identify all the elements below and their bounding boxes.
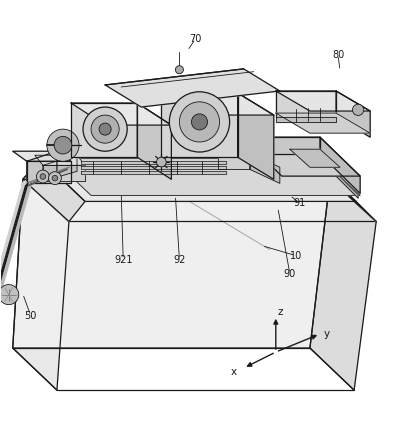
Circle shape [54, 136, 72, 154]
Polygon shape [13, 151, 71, 161]
Circle shape [48, 172, 61, 185]
Polygon shape [71, 103, 171, 125]
Polygon shape [27, 161, 71, 183]
Circle shape [353, 104, 364, 116]
Text: 10: 10 [290, 251, 302, 260]
Text: 90: 90 [284, 269, 296, 279]
Polygon shape [310, 179, 376, 390]
Circle shape [169, 92, 230, 152]
Polygon shape [276, 91, 370, 111]
Polygon shape [81, 161, 226, 164]
Polygon shape [276, 113, 370, 133]
Polygon shape [242, 137, 360, 176]
Polygon shape [276, 117, 336, 122]
Text: 40: 40 [45, 170, 57, 180]
Polygon shape [43, 155, 77, 181]
Polygon shape [27, 151, 57, 183]
Polygon shape [276, 91, 336, 117]
Text: 50: 50 [25, 311, 37, 321]
Circle shape [40, 174, 46, 179]
Polygon shape [242, 137, 320, 154]
Text: 20: 20 [109, 122, 121, 132]
Polygon shape [13, 179, 69, 390]
Polygon shape [49, 155, 318, 158]
Text: y: y [324, 329, 330, 339]
Polygon shape [320, 137, 360, 194]
Circle shape [36, 170, 49, 183]
Polygon shape [23, 159, 85, 222]
Polygon shape [290, 149, 340, 167]
Polygon shape [13, 179, 330, 348]
Text: z: z [277, 307, 283, 317]
Polygon shape [336, 91, 370, 137]
Text: 80: 80 [332, 50, 344, 60]
Text: 91: 91 [294, 198, 306, 208]
Circle shape [99, 123, 111, 135]
Circle shape [91, 115, 119, 143]
Polygon shape [61, 149, 326, 153]
Polygon shape [310, 159, 376, 222]
Polygon shape [137, 103, 171, 179]
Circle shape [175, 66, 183, 74]
Text: 30: 30 [41, 152, 53, 162]
Polygon shape [23, 179, 376, 222]
Polygon shape [35, 155, 85, 165]
Polygon shape [105, 69, 280, 107]
Polygon shape [41, 159, 356, 202]
Polygon shape [318, 155, 358, 198]
Circle shape [191, 114, 208, 130]
Text: 70: 70 [189, 34, 202, 44]
Text: x: x [231, 367, 237, 377]
Polygon shape [218, 153, 250, 169]
Polygon shape [250, 153, 280, 183]
Circle shape [52, 175, 58, 181]
Polygon shape [23, 159, 330, 179]
Polygon shape [161, 93, 274, 115]
Polygon shape [81, 166, 226, 169]
Polygon shape [43, 165, 85, 181]
Text: 921: 921 [114, 255, 133, 264]
Circle shape [156, 157, 166, 167]
Text: 92: 92 [173, 255, 186, 264]
Polygon shape [81, 171, 226, 174]
Circle shape [83, 107, 127, 151]
Text: 42: 42 [54, 162, 66, 172]
Circle shape [179, 102, 220, 142]
Circle shape [47, 129, 79, 161]
Circle shape [0, 284, 19, 305]
Polygon shape [71, 103, 137, 157]
Polygon shape [238, 93, 274, 179]
Polygon shape [161, 93, 238, 157]
Polygon shape [49, 155, 360, 195]
